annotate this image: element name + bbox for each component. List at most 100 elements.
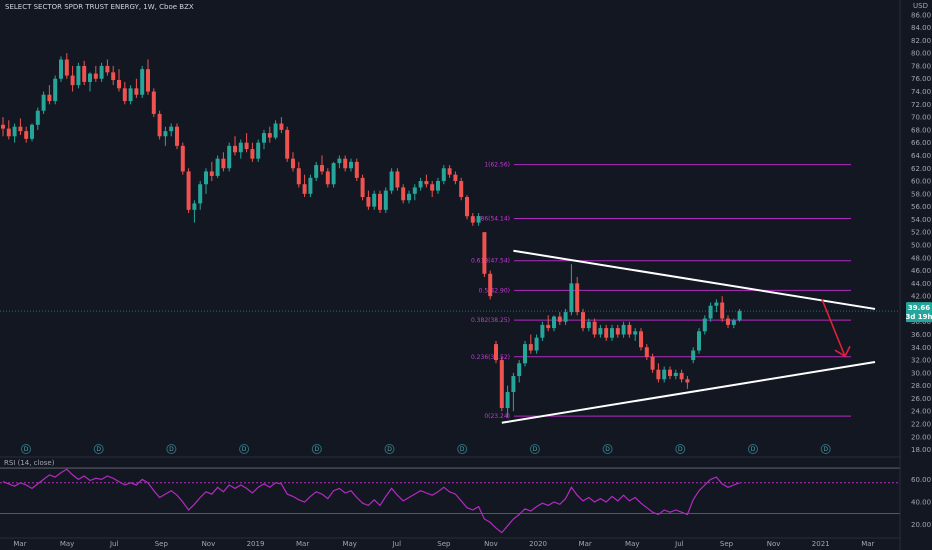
candle-body — [24, 131, 29, 139]
trendline-lower — [501, 361, 876, 424]
dividend-marker — [311, 444, 322, 454]
candle-body — [737, 311, 742, 321]
candle-body — [586, 321, 591, 329]
dividend-label: D — [678, 446, 683, 453]
candle-body — [59, 59, 63, 79]
dividend-marker — [457, 444, 468, 454]
time-tick-label: Sep — [720, 540, 734, 548]
candle-body — [1, 124, 5, 129]
fib-level-label: 0.786(54.14) — [471, 216, 510, 223]
last-price-value: 39.66 — [908, 304, 930, 312]
candle-body — [76, 65, 81, 86]
price-tick-label: 26.00 — [911, 395, 931, 403]
candle-body — [598, 328, 603, 335]
candle-body — [592, 321, 597, 335]
candle-body — [105, 65, 110, 73]
candle-body — [499, 360, 504, 409]
time-tick-label: Mar — [296, 540, 309, 548]
price-tick-label: 52.00 — [911, 229, 931, 237]
candle-body — [418, 181, 423, 188]
fib-level-label: 0.5(42.90) — [479, 287, 510, 294]
dividend-marker — [239, 444, 250, 454]
candle-body — [12, 126, 17, 137]
dividend-label: D — [242, 446, 247, 453]
candle-body — [615, 328, 620, 335]
candle-body — [331, 163, 336, 185]
candle-body — [447, 168, 452, 175]
candle-body — [360, 177, 365, 198]
time-axis: Mar May Jul Sep Nov 2019 Mar May Jul Sep Nov 2020 Ma… — [13, 540, 874, 548]
price-tick-label: 76.00 — [911, 75, 931, 83]
candle-body — [453, 174, 458, 182]
candle-body — [122, 88, 127, 102]
projection-arrow-head — [834, 345, 851, 358]
rsi-label: RSI (14, close) — [4, 459, 55, 467]
candle-body — [244, 142, 249, 150]
time-tick-label: Sep — [437, 540, 451, 548]
candle-body — [627, 324, 632, 335]
price-tick-label: 64.00 — [911, 152, 931, 160]
time-tick-label: 2020 — [529, 540, 547, 548]
candle-body — [610, 328, 614, 338]
candle-body — [662, 369, 667, 380]
price-tick-label: 66.00 — [911, 139, 931, 147]
candle-body — [221, 158, 226, 169]
dividend-label: D — [169, 446, 174, 453]
candle-body — [209, 171, 214, 176]
candle-body — [621, 324, 626, 335]
candle-body — [308, 177, 313, 194]
drawing-layer — [0, 249, 900, 424]
candle-body — [459, 181, 464, 198]
rsi-pane: 60.00 40.00 20.00 — [0, 467, 931, 534]
dividend-label: D — [387, 446, 392, 453]
dividend-label: D — [533, 446, 538, 453]
dividend-marker — [166, 444, 177, 454]
rsi-tick-label: 40.00 — [911, 499, 931, 507]
candle-body — [389, 171, 394, 191]
candle-body — [64, 59, 69, 76]
candle-body — [401, 187, 406, 201]
rsi-line — [2, 468, 740, 534]
candle-body — [731, 320, 736, 325]
candle-body — [494, 344, 498, 361]
time-tick-label: May — [342, 540, 356, 548]
candle-body — [383, 190, 388, 210]
candle-body — [35, 110, 40, 125]
candle-body — [163, 131, 168, 137]
time-tick-label: 2021 — [812, 540, 830, 548]
candle-body — [320, 165, 324, 172]
candle-body — [41, 94, 46, 111]
candle-body — [53, 78, 58, 102]
time-tick-label: Nov — [767, 540, 781, 548]
candle-body — [180, 145, 185, 172]
candle-body — [70, 75, 75, 86]
price-tick-label: 46.00 — [911, 267, 931, 275]
candle-body — [604, 328, 609, 338]
candle-body — [354, 161, 359, 178]
candle-body — [708, 305, 713, 319]
dividend-marker — [384, 444, 395, 454]
candle-body — [702, 318, 707, 332]
dividend-label: D — [314, 446, 319, 453]
price-tick-label: 48.00 — [911, 254, 931, 262]
candlestick-series — [1, 53, 742, 418]
candle-body — [215, 158, 220, 176]
candle-body — [673, 372, 678, 377]
candle-body — [441, 168, 446, 182]
price-tick-label: 84.00 — [911, 24, 931, 32]
candle-body — [82, 65, 87, 82]
fib-level-label: 0.236(32.52) — [471, 354, 510, 361]
dividend-label: D — [751, 446, 756, 453]
candle-body — [465, 197, 469, 217]
candle-body — [285, 129, 290, 159]
fib-levels: 1(62.56) 0.786(54.14) 0.618(47.54) 0.5(42.9… — [471, 162, 851, 420]
candle-body — [273, 123, 278, 138]
candle-body — [546, 324, 551, 329]
candle-body — [488, 273, 493, 297]
trendline-upper — [513, 249, 876, 310]
candle-body — [6, 128, 11, 137]
fib-level-label: 0.382(38.25) — [471, 317, 510, 324]
